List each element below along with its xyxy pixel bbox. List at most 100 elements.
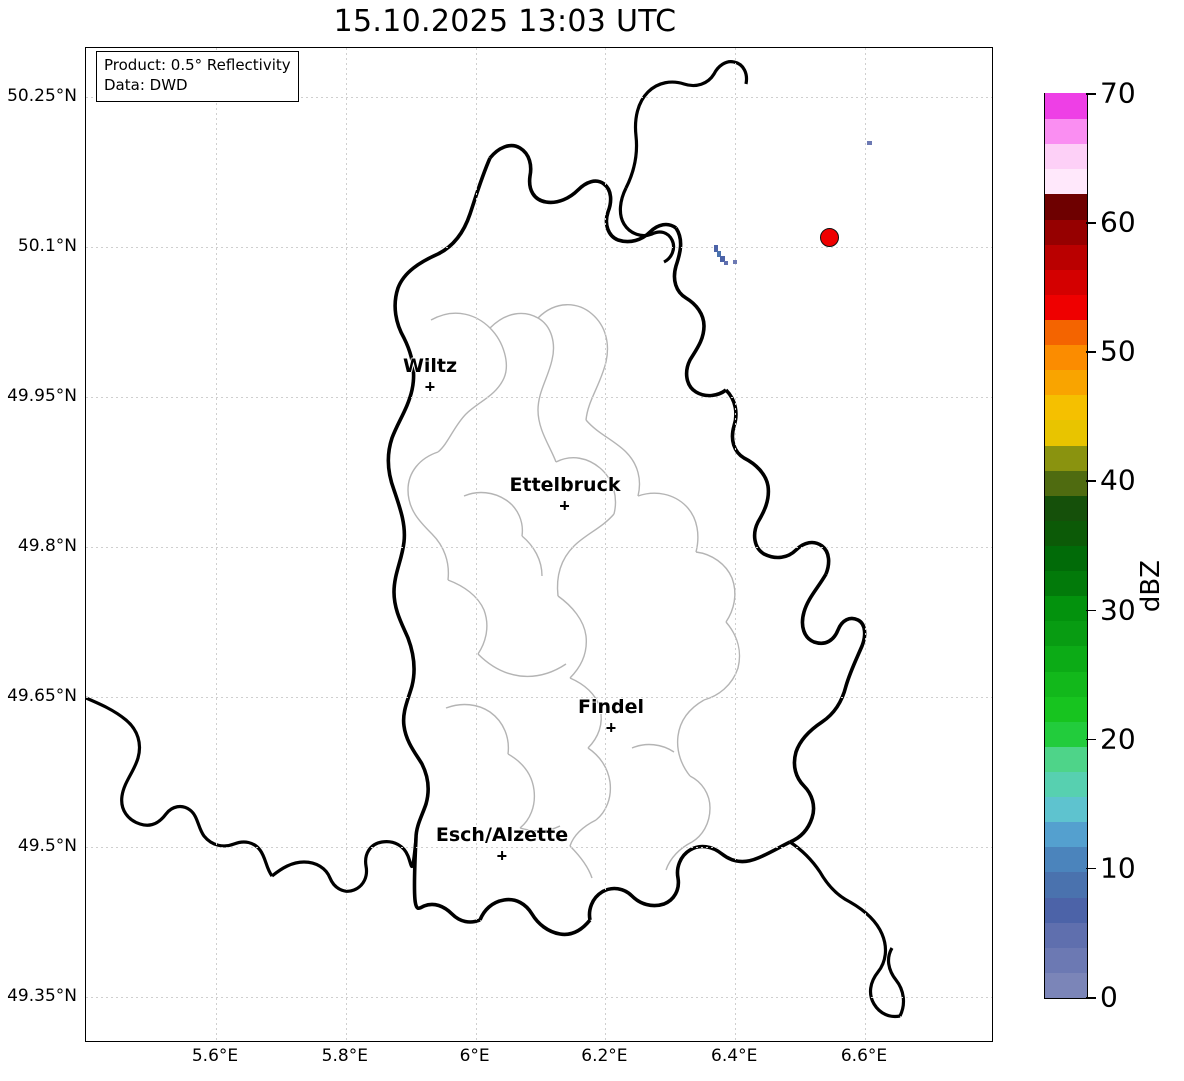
y-axis-tick-label: 49.95°N <box>7 386 77 406</box>
colorbar-tick-label: 60 <box>1100 205 1136 239</box>
x-axis-tick-label: 6°E <box>459 1046 490 1066</box>
gridline-horizontal <box>86 997 992 998</box>
gridline-vertical <box>216 48 217 1041</box>
colorbar-band <box>1045 570 1087 597</box>
colorbar-tick-label: 10 <box>1100 851 1136 885</box>
gridline-vertical <box>345 48 347 1041</box>
gridline-horizontal <box>86 97 992 98</box>
colorbar-band <box>1045 444 1087 471</box>
colorbar-band <box>1045 595 1087 622</box>
city-cross-icon <box>436 848 568 862</box>
city-label: Wiltz <box>402 355 458 377</box>
colorbar-band <box>1045 218 1087 245</box>
city-marker-esch-alzette: Esch/Alzette <box>436 824 568 862</box>
colorbar-band <box>1045 947 1087 973</box>
colorbar-tick <box>1086 222 1096 224</box>
colorbar-tick-label: 70 <box>1100 76 1136 110</box>
radar-echo-strong-cell <box>819 227 839 247</box>
colorbar-band <box>1045 821 1087 848</box>
colorbar-band <box>1045 520 1087 546</box>
radar-echo-weak-streak-4 <box>724 261 728 265</box>
gridline-horizontal <box>86 697 992 698</box>
colorbar-band <box>1045 871 1087 898</box>
data-source-line: Data: DWD <box>104 75 188 94</box>
colorbar-band <box>1045 922 1087 948</box>
colorbar-band <box>1045 972 1087 998</box>
gridline-vertical <box>475 48 477 1041</box>
y-axis-tick-label: 49.5°N <box>17 836 77 856</box>
colorbar-band <box>1045 269 1087 295</box>
colorbar-axis-title: dBZ <box>1136 560 1166 613</box>
gridline-vertical <box>735 48 737 1041</box>
city-label: Findel <box>577 696 645 718</box>
colorbar-tick-label: 30 <box>1100 593 1136 627</box>
x-axis-tick-label: 6.4°E <box>711 1046 758 1066</box>
x-axis-tick-label: 5.8°E <box>321 1046 368 1066</box>
colorbar-tick <box>1086 867 1096 870</box>
colorbar-band <box>1045 746 1087 772</box>
colorbar-band <box>1045 696 1087 722</box>
colorbar-band <box>1045 495 1087 521</box>
radar-echo-weak-streak-3 <box>719 256 725 262</box>
gridline-vertical <box>605 48 607 1041</box>
y-axis-tick-label: 49.8°N <box>17 536 77 556</box>
colorbar-band <box>1045 369 1087 396</box>
page-title: 15.10.2025 13:03 UTC <box>333 4 677 39</box>
x-axis-tick-label: 5.6°E <box>191 1046 239 1066</box>
colorbar-band <box>1045 93 1087 120</box>
x-axis-tick-label: 6.2°E <box>581 1046 628 1066</box>
colorbar-tick-label: 40 <box>1100 463 1136 497</box>
colorbar-band <box>1045 294 1087 320</box>
gridline-horizontal <box>86 247 992 248</box>
colorbar-tick-label: 0 <box>1100 980 1118 1014</box>
gridline-vertical <box>865 48 866 1041</box>
map-geometry <box>86 60 906 1019</box>
radar-echo-weak-speck-1 <box>733 260 737 264</box>
radar-echo-weak-streak-1 <box>714 244 718 252</box>
colorbar-tick <box>1086 997 1096 999</box>
product-info-box: Product: 0.5° Reflectivity Data: DWD <box>96 51 299 102</box>
gridline-horizontal <box>86 397 992 398</box>
x-axis-tick-label: 6.6°E <box>840 1046 888 1066</box>
colorbar-band <box>1045 620 1087 647</box>
colorbar-band <box>1045 143 1087 170</box>
gridline-horizontal <box>86 547 992 548</box>
colorbar-band <box>1045 721 1087 747</box>
colorbar-band <box>1045 545 1087 572</box>
colorbar-band <box>1045 771 1087 798</box>
city-marker-ettelbruck: Ettelbruck <box>510 474 621 512</box>
colorbar-band <box>1045 193 1087 220</box>
colorbar-band <box>1045 168 1087 195</box>
city-label: Esch/Alzette <box>435 824 569 846</box>
colorbar-tick <box>1086 609 1096 612</box>
y-axis-tick-label: 49.65°N <box>7 686 77 706</box>
product-line: Product: 0.5° Reflectivity <box>104 56 291 74</box>
city-cross-icon <box>578 720 644 734</box>
city-cross-icon <box>403 379 457 393</box>
colorbar-band <box>1045 394 1087 421</box>
colorbar-tick <box>1086 480 1096 483</box>
colorbar-band <box>1045 846 1087 873</box>
city-label: Ettelbruck <box>509 474 621 496</box>
radar-echo-weak-speck-2 <box>866 141 872 145</box>
city-cross-icon <box>510 498 621 512</box>
city-marker-findel: Findel <box>578 696 644 734</box>
colorbar-tick-label: 20 <box>1100 722 1136 756</box>
colorbar-band <box>1045 470 1087 496</box>
colorbar-band <box>1045 645 1087 672</box>
colorbar-band <box>1045 344 1087 371</box>
colorbar-band <box>1045 670 1087 697</box>
colorbar-band <box>1045 896 1087 923</box>
colorbar[interactable] <box>1044 93 1088 999</box>
colorbar-tick <box>1086 738 1096 741</box>
colorbar-tick <box>1086 93 1096 95</box>
colorbar-tick <box>1086 351 1096 353</box>
colorbar-band <box>1045 118 1087 145</box>
radar-echo-weak-streak-2 <box>717 251 721 257</box>
y-axis-tick-label: 50.1°N <box>17 236 77 256</box>
colorbar-band <box>1045 796 1087 823</box>
colorbar-band <box>1045 244 1087 270</box>
y-axis-tick-label: 50.25°N <box>7 86 77 106</box>
colorbar-band <box>1045 419 1087 446</box>
radar-map[interactable] <box>85 47 993 1042</box>
